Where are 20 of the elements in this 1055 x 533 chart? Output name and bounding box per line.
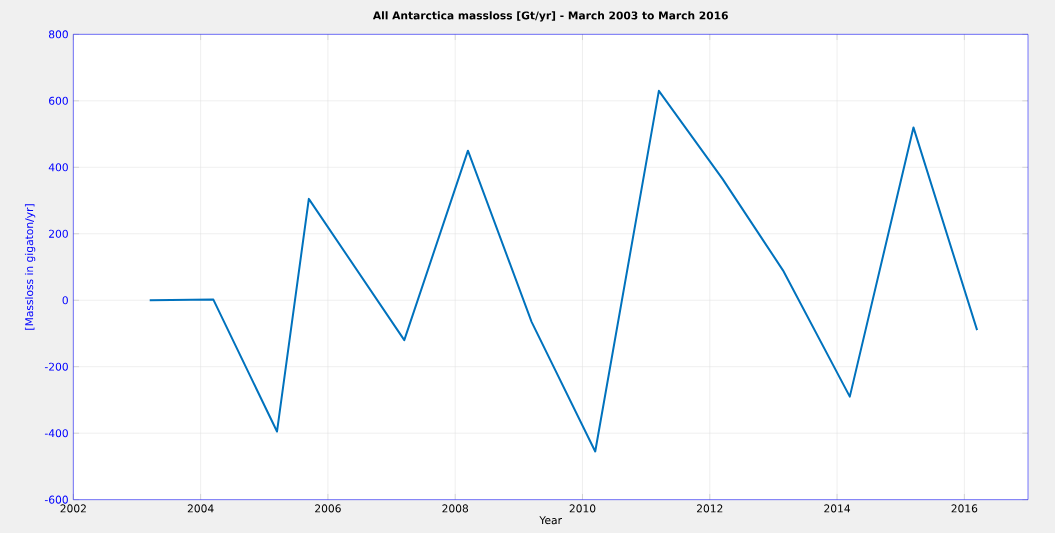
y-tick-label: -600 <box>44 495 68 504</box>
y-tick-label: 400 <box>48 163 68 172</box>
y-tick-label: -400 <box>44 429 68 438</box>
y-tick-label: -200 <box>44 362 68 371</box>
x-tick-label: 2004 <box>187 504 214 513</box>
x-axis-title: Year <box>539 516 562 525</box>
y-tick-label: 800 <box>49 30 68 39</box>
x-tick-label: 2010 <box>569 504 596 513</box>
chart-title: All Antarctica massloss [Gt/yr] - March 2003 to March 2016 <box>372 11 728 22</box>
x-tick-label: 2014 <box>824 504 851 513</box>
x-tick-label: 2012 <box>696 504 723 513</box>
x-tick-label: 2016 <box>951 504 978 513</box>
y-tick-label: 0 <box>62 296 68 305</box>
line-series <box>148 89 979 453</box>
y-axis-title: [Massloss in gigaton/yr] <box>24 204 36 330</box>
x-tick-label: 2006 <box>315 504 341 513</box>
y-tick-label: 600 <box>49 96 68 105</box>
x-tick-label: 2008 <box>442 504 469 513</box>
x-tick-label: 2002 <box>60 504 86 513</box>
y-tick-label: 200 <box>49 229 68 238</box>
